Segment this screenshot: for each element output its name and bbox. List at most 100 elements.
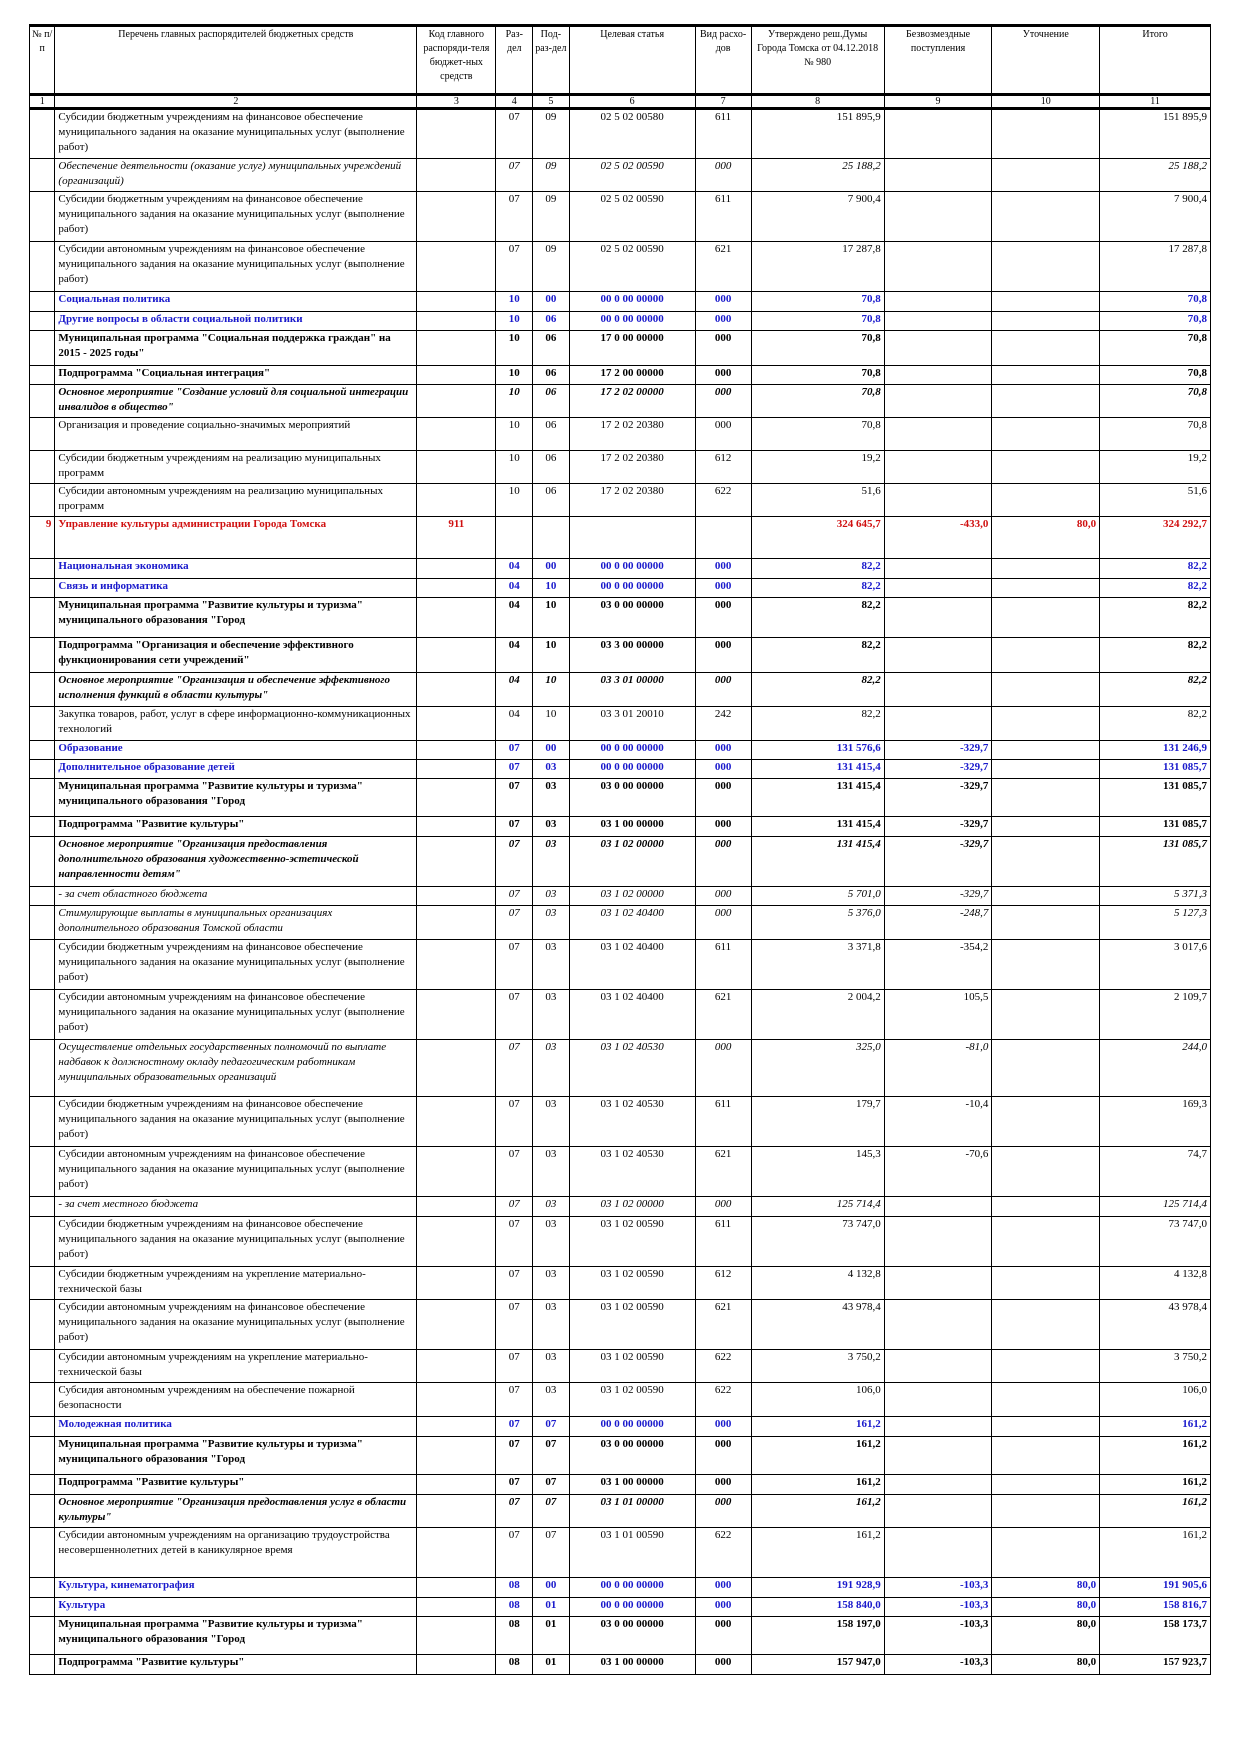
row-gratis: -103,3	[883, 1654, 993, 1675]
header-total: Итого	[1099, 24, 1211, 95]
row-total: 3 017,6	[1099, 939, 1211, 990]
row-code	[416, 1494, 497, 1528]
row-adjustment	[991, 759, 1101, 779]
row-name: - за счет местного бюджета	[54, 1196, 418, 1217]
row-target-article: 03 0 00 00000	[568, 1616, 696, 1655]
table-row: - за счет областного бюджета 07 03 03 1 02 …	[28, 886, 1211, 906]
table-row: Обеспечение деятельности (оказание услуг…	[28, 158, 1211, 192]
row-code	[416, 1039, 497, 1097]
row-expense-type: 622	[694, 1527, 752, 1578]
row-total: 70,8	[1099, 417, 1211, 451]
row-approved: 131 415,4	[750, 778, 885, 817]
row-razdel: 07	[495, 989, 534, 1040]
row-name: Основное мероприятие "Организация и обес…	[54, 672, 418, 707]
row-expense-type: 000	[694, 759, 752, 779]
row-podrazdel: 03	[532, 989, 570, 1040]
table-row: Культура, кинематография 08 00 00 0 00 0000…	[28, 1577, 1211, 1598]
row-expense-type: 000	[694, 905, 752, 940]
row-number	[28, 778, 56, 817]
row-name: Муниципальная программа "Развитие культу…	[54, 1616, 418, 1655]
row-code	[416, 450, 497, 484]
row-adjustment	[991, 1416, 1101, 1437]
row-gratis: -433,0	[883, 516, 993, 559]
row-approved: 82,2	[750, 578, 885, 598]
row-podrazdel: 10	[532, 706, 570, 741]
row-approved: 325,0	[750, 1039, 885, 1097]
row-podrazdel: 07	[532, 1474, 570, 1495]
row-approved: 70,8	[750, 291, 885, 312]
row-code	[416, 989, 497, 1040]
row-name: Основное мероприятие "Организация предос…	[54, 836, 418, 887]
row-gratis	[883, 450, 993, 484]
row-gratis	[883, 1436, 993, 1475]
row-number	[28, 1436, 56, 1475]
row-target-article: 03 1 00 00000	[568, 1654, 696, 1675]
row-total: 131 246,9	[1099, 740, 1211, 760]
row-name: Субсидии автономным учреждениям на финан…	[54, 1146, 418, 1197]
row-code	[416, 1266, 497, 1300]
row-number	[28, 108, 56, 159]
row-total: 161,2	[1099, 1527, 1211, 1578]
row-approved: 4 132,8	[750, 1266, 885, 1300]
header-expense-type: Вид расхо-дов	[694, 24, 752, 95]
row-name: Субсидии автономным учреждениям на финан…	[54, 1299, 418, 1350]
row-adjustment	[991, 483, 1101, 517]
row-podrazdel: 03	[532, 886, 570, 906]
row-podrazdel: 03	[532, 1382, 570, 1417]
row-gratis	[883, 578, 993, 598]
table-row: Основное мероприятие "Организация предос…	[28, 1494, 1211, 1528]
row-expense-type: 612	[694, 1266, 752, 1300]
row-name: Муниципальная программа "Социальная подд…	[54, 330, 418, 366]
table-row: Субсидии автономным учреждениям на финан…	[28, 989, 1211, 1040]
row-number	[28, 1416, 56, 1437]
row-podrazdel: 09	[532, 241, 570, 292]
row-razdel: 04	[495, 706, 534, 741]
table-row: Субсидии бюджетным учреждениям на финанс…	[28, 939, 1211, 990]
row-name: Закупка товаров, работ, услуг в сфере ин…	[54, 706, 418, 741]
row-razdel: 04	[495, 578, 534, 598]
row-gratis	[883, 384, 993, 418]
row-approved: 70,8	[750, 365, 885, 385]
row-target-article: 03 1 02 40400	[568, 939, 696, 990]
row-code	[416, 1349, 497, 1383]
row-podrazdel: 10	[532, 578, 570, 598]
row-name: - за счет областного бюджета	[54, 886, 418, 906]
row-adjustment	[991, 778, 1101, 817]
column-number: 9	[883, 93, 993, 110]
row-number	[28, 311, 56, 331]
row-adjustment	[991, 905, 1101, 940]
row-name: Субсидии бюджетным учреждениям на реализ…	[54, 450, 418, 484]
row-razdel: 07	[495, 1527, 534, 1578]
row-total: 25 188,2	[1099, 158, 1211, 192]
row-adjustment	[991, 597, 1101, 638]
table-row: Национальная экономика 04 00 00 0 00 00000 0…	[28, 558, 1211, 579]
row-adjustment: 80,0	[991, 516, 1101, 559]
row-number	[28, 1382, 56, 1417]
row-target-article: 00 0 00 00000	[568, 1577, 696, 1598]
row-target-article: 17 2 02 20380	[568, 417, 696, 451]
row-code	[416, 1299, 497, 1350]
row-approved: 157 947,0	[750, 1654, 885, 1675]
row-podrazdel: 03	[532, 1266, 570, 1300]
row-code	[416, 1382, 497, 1417]
row-podrazdel: 06	[532, 417, 570, 451]
row-razdel: 07	[495, 886, 534, 906]
row-gratis	[883, 191, 993, 242]
row-number	[28, 816, 56, 837]
row-name: Муниципальная программа "Развитие культу…	[54, 597, 418, 638]
row-target-article: 03 3 00 00000	[568, 637, 696, 673]
row-number	[28, 291, 56, 312]
row-code	[416, 836, 497, 887]
row-podrazdel: 01	[532, 1654, 570, 1675]
row-total: 158 816,7	[1099, 1597, 1211, 1617]
row-razdel: 07	[495, 1039, 534, 1097]
row-razdel: 07	[495, 1474, 534, 1495]
row-expense-type: 000	[694, 836, 752, 887]
row-target-article: 00 0 00 00000	[568, 1597, 696, 1617]
row-code	[416, 1146, 497, 1197]
row-code: 911	[416, 516, 497, 559]
row-code	[416, 1096, 497, 1147]
row-target-article: 00 0 00 00000	[568, 311, 696, 331]
row-razdel: 07	[495, 1299, 534, 1350]
row-adjustment	[991, 191, 1101, 242]
